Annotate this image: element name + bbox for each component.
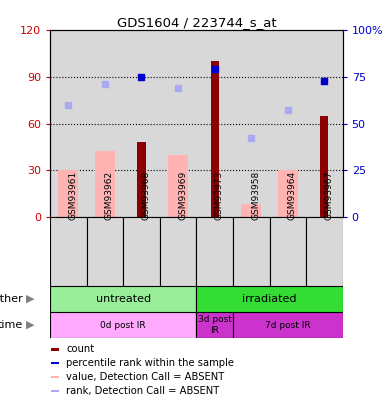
Bar: [160, 217, 196, 286]
Text: other: other: [0, 294, 23, 304]
Text: GSM93964: GSM93964: [288, 171, 297, 220]
Bar: [211, 62, 219, 217]
Bar: [160, 30, 196, 217]
Text: percentile rank within the sample: percentile rank within the sample: [66, 358, 234, 368]
Text: 0d post IR: 0d post IR: [100, 320, 146, 330]
Bar: [95, 151, 115, 217]
Text: 3d post
IR: 3d post IR: [198, 315, 231, 335]
Point: [102, 81, 108, 87]
Point: [175, 85, 181, 92]
Bar: [123, 30, 160, 217]
Bar: [50, 286, 196, 312]
Bar: [196, 312, 233, 338]
Bar: [270, 30, 306, 217]
Bar: [50, 30, 87, 217]
Bar: [278, 170, 298, 217]
Point: [285, 107, 291, 114]
Text: rank, Detection Call = ABSENT: rank, Detection Call = ABSENT: [66, 386, 219, 396]
Point: [212, 66, 218, 73]
Bar: [123, 217, 160, 286]
Bar: [50, 217, 87, 286]
Text: time: time: [0, 320, 23, 330]
Bar: [51, 362, 59, 364]
Text: GSM93961: GSM93961: [69, 171, 77, 220]
Bar: [168, 155, 188, 217]
Point: [248, 135, 254, 142]
Bar: [50, 312, 196, 338]
Text: GSM93973: GSM93973: [215, 171, 224, 220]
Text: ▶: ▶: [26, 320, 35, 330]
Bar: [320, 116, 328, 217]
Bar: [51, 390, 59, 392]
Bar: [87, 30, 123, 217]
Text: 7d post IR: 7d post IR: [265, 320, 311, 330]
Text: untreated: untreated: [95, 294, 151, 304]
Bar: [196, 30, 233, 217]
Text: irradiated: irradiated: [242, 294, 297, 304]
Bar: [87, 217, 123, 286]
Bar: [51, 348, 59, 351]
Text: GSM93958: GSM93958: [251, 171, 260, 220]
Bar: [233, 30, 270, 217]
Bar: [233, 312, 343, 338]
Bar: [196, 286, 343, 312]
Text: GSM93962: GSM93962: [105, 171, 114, 220]
Bar: [306, 217, 343, 286]
Text: GSM93968: GSM93968: [142, 171, 151, 220]
Text: value, Detection Call = ABSENT: value, Detection Call = ABSENT: [66, 372, 224, 382]
Bar: [233, 217, 270, 286]
Bar: [241, 204, 261, 217]
Bar: [306, 30, 343, 217]
Bar: [51, 376, 59, 378]
Text: GSM93967: GSM93967: [324, 171, 333, 220]
Text: count: count: [66, 345, 94, 354]
Point: [65, 102, 72, 108]
Text: GSM93969: GSM93969: [178, 171, 187, 220]
Point: [321, 77, 327, 84]
Bar: [270, 217, 306, 286]
Text: ▶: ▶: [26, 294, 35, 304]
Bar: [58, 170, 79, 217]
Point: [139, 74, 145, 80]
Title: GDS1604 / 223744_s_at: GDS1604 / 223744_s_at: [117, 16, 276, 29]
Bar: [196, 217, 233, 286]
Bar: [137, 142, 146, 217]
